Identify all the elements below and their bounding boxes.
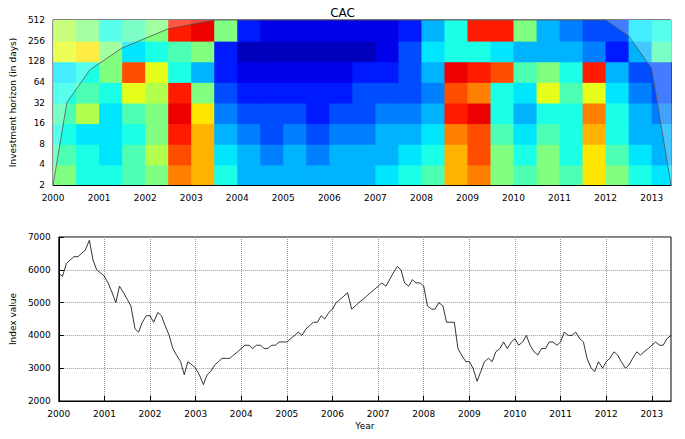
svg-text:2007: 2007 [364, 193, 387, 203]
svg-text:2004: 2004 [226, 193, 249, 203]
svg-text:2000: 2000 [42, 193, 65, 203]
svg-text:2011: 2011 [549, 409, 572, 419]
svg-text:2000: 2000 [28, 396, 51, 406]
svg-text:8: 8 [39, 139, 45, 149]
svg-text:3000: 3000 [28, 363, 51, 373]
svg-text:2007: 2007 [367, 409, 390, 419]
svg-text:128: 128 [28, 56, 45, 66]
svg-text:2006: 2006 [318, 193, 341, 203]
svg-text:2012: 2012 [595, 409, 618, 419]
svg-text:512: 512 [28, 15, 45, 25]
svg-text:2001: 2001 [88, 193, 111, 203]
svg-text:16: 16 [34, 118, 46, 128]
svg-text:2010: 2010 [504, 409, 527, 419]
svg-text:CAC: CAC [330, 6, 355, 20]
svg-text:2001: 2001 [93, 409, 116, 419]
svg-text:2009: 2009 [458, 409, 481, 419]
svg-text:7000: 7000 [28, 232, 51, 242]
svg-text:5000: 5000 [28, 298, 51, 308]
svg-text:2002: 2002 [139, 409, 162, 419]
svg-text:6000: 6000 [28, 265, 51, 275]
svg-text:Year: Year [354, 421, 374, 431]
svg-text:2011: 2011 [548, 193, 571, 203]
svg-text:2010: 2010 [502, 193, 525, 203]
svg-text:32: 32 [34, 98, 45, 108]
svg-text:2013: 2013 [640, 193, 663, 203]
svg-text:64: 64 [34, 77, 46, 87]
svg-text:2003: 2003 [184, 409, 207, 419]
svg-text:Investment horizon (in days): Investment horizon (in days) [8, 38, 18, 167]
svg-text:2006: 2006 [321, 409, 344, 419]
svg-text:4000: 4000 [28, 330, 51, 340]
svg-text:2005: 2005 [275, 409, 298, 419]
svg-text:2008: 2008 [410, 193, 433, 203]
svg-text:2: 2 [39, 180, 45, 190]
svg-text:2012: 2012 [594, 193, 617, 203]
svg-text:2009: 2009 [456, 193, 479, 203]
svg-text:2013: 2013 [640, 409, 663, 419]
svg-text:2002: 2002 [134, 193, 157, 203]
svg-text:2004: 2004 [230, 409, 253, 419]
svg-text:2003: 2003 [180, 193, 203, 203]
svg-text:2005: 2005 [272, 193, 295, 203]
svg-text:2008: 2008 [412, 409, 435, 419]
svg-text:256: 256 [28, 36, 45, 46]
svg-text:4: 4 [39, 159, 45, 169]
svg-text:2000: 2000 [47, 409, 70, 419]
svg-text:Index value: Index value [8, 292, 18, 345]
